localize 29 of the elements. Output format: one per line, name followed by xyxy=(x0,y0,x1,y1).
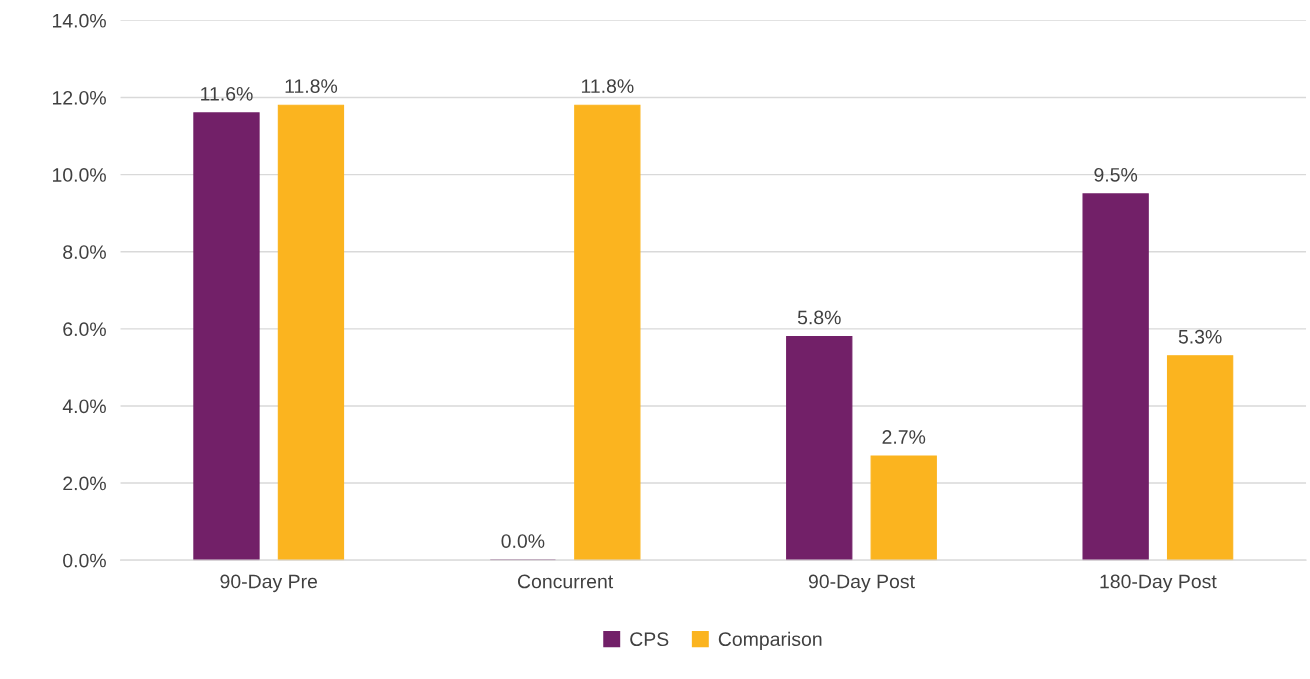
y-tick-label: 4.0% xyxy=(62,399,106,414)
x-tick-label: 90-Day Post xyxy=(808,574,915,593)
bar xyxy=(574,104,641,561)
legend-label: CPS xyxy=(630,632,669,647)
data-label: 0.0% xyxy=(501,534,545,548)
y-tick-label: 14.0% xyxy=(52,13,106,28)
data-label: 5.8% xyxy=(797,310,841,325)
x-tick-label: 90-Day Pre xyxy=(220,574,318,593)
data-label: 11.8% xyxy=(285,79,338,94)
data-label: 2.7% xyxy=(882,430,926,444)
bar xyxy=(786,335,853,561)
y-tick-label: 10.0% xyxy=(52,168,106,182)
y-tick-label: 6.0% xyxy=(63,322,106,337)
legend-label: Comparison xyxy=(718,631,822,650)
y-tick-label: 2.0% xyxy=(63,476,106,491)
data-label: 11.8% xyxy=(581,79,634,94)
x-tick-label: Concurrent xyxy=(518,574,614,589)
bar xyxy=(277,104,345,561)
y-tick-label: 12.0% xyxy=(52,90,106,105)
bar xyxy=(1082,193,1149,561)
data-label: 11.6% xyxy=(201,86,253,101)
y-tick-label: 8.0% xyxy=(63,245,106,259)
y-tick-label: 0.0% xyxy=(63,553,106,568)
bar xyxy=(870,455,937,561)
data-label: 5.3% xyxy=(1178,329,1222,344)
x-tick-label: 180-Day Post xyxy=(1100,574,1217,593)
bar xyxy=(193,112,260,561)
bar xyxy=(1166,355,1234,561)
data-label: 9.5% xyxy=(1094,167,1138,182)
